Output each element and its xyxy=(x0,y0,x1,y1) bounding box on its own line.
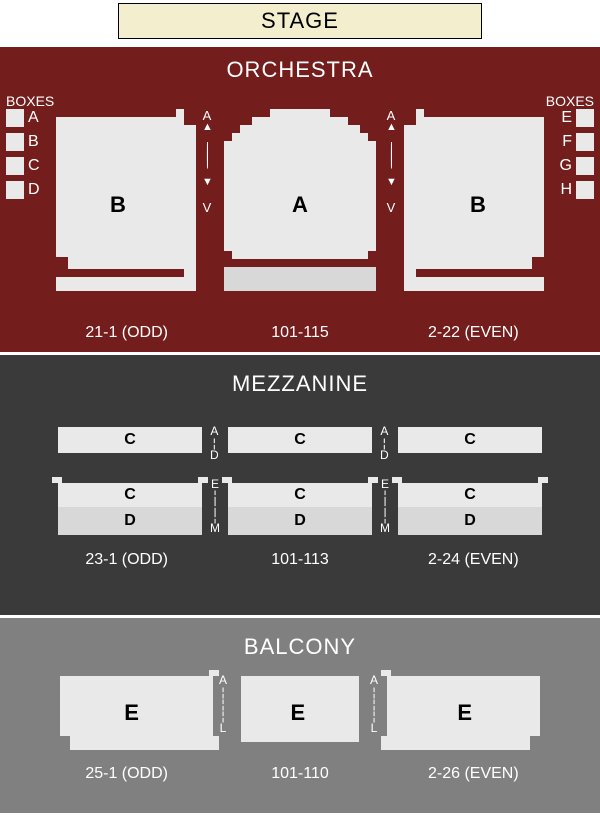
box-seat[interactable] xyxy=(576,181,594,199)
box-letter: G xyxy=(560,157,572,175)
box-letter: D xyxy=(28,181,40,199)
seat-range-left: 21-1 (ODD) xyxy=(40,324,213,342)
mezz-section[interactable]: C xyxy=(58,427,202,453)
mezzanine-title: MEZZANINE xyxy=(0,371,600,397)
box-row: F xyxy=(546,133,594,151)
boxes-right: BOXES E F G H xyxy=(546,93,594,205)
balcony-footer: 25-1 (ODD) 101-110 2-26 (EVEN) xyxy=(0,765,600,783)
aisle-indicator: A▲¦¦¦¦¦¦¦¦¦▼V xyxy=(202,109,212,214)
seat-range-center: 101-110 xyxy=(213,765,386,783)
aisle-indicator: A¦D xyxy=(210,425,219,461)
section-label: A xyxy=(292,192,308,218)
box-row: A xyxy=(6,109,54,127)
box-letter: C xyxy=(28,157,40,175)
box-seat[interactable] xyxy=(6,181,24,199)
orchestra-footer: 21-1 (ODD) 101-115 2-22 (EVEN) xyxy=(0,324,600,342)
boxes-label-right: BOXES xyxy=(546,93,594,109)
box-seat[interactable] xyxy=(6,157,24,175)
section-label: B xyxy=(110,192,126,218)
aisle-indicator: A¦¦¦L xyxy=(370,674,378,734)
box-row: C xyxy=(6,157,54,175)
balcony-row: E E E xyxy=(60,676,540,742)
boxes-label-left: BOXES xyxy=(6,93,54,109)
box-seat[interactable] xyxy=(576,133,594,151)
aisle-indicator: E¦¦¦M xyxy=(380,479,390,534)
seat-range-right: 2-24 (EVEN) xyxy=(387,551,560,569)
stage: STAGE xyxy=(118,3,482,39)
seat-range-right: 2-22 (EVEN) xyxy=(387,324,560,342)
balcony-title: BALCONY xyxy=(0,634,600,660)
box-letter: F xyxy=(562,133,572,151)
stage-container: STAGE xyxy=(0,0,600,47)
seat-range-center: 101-113 xyxy=(213,551,386,569)
aisle-indicator: A¦D xyxy=(380,425,389,461)
mezz-section-stacked[interactable]: C D xyxy=(228,483,372,535)
box-seat[interactable] xyxy=(6,109,24,127)
mezzanine-footer: 23-1 (ODD) 101-113 2-24 (EVEN) xyxy=(0,551,600,569)
box-row: G xyxy=(546,157,594,175)
box-row: B xyxy=(6,133,54,151)
mezz-section[interactable]: C xyxy=(228,427,372,453)
box-seat[interactable] xyxy=(6,133,24,151)
boxes-left: BOXES A B C D xyxy=(6,93,54,205)
balcony-section[interactable]: E xyxy=(241,676,359,742)
aisle-indicator: E¦¦¦M xyxy=(210,479,220,534)
mezz-section-stacked[interactable]: C D xyxy=(398,483,542,535)
seat-range-left: 23-1 (ODD) xyxy=(40,551,213,569)
box-letter: H xyxy=(560,181,572,199)
seat-range-right: 2-26 (EVEN) xyxy=(387,765,560,783)
aisle-indicator: A¦¦¦L xyxy=(219,674,227,734)
section-label: B xyxy=(470,192,486,218)
mezz-section[interactable]: C xyxy=(398,427,542,453)
box-letter: B xyxy=(28,133,39,151)
box-row: H xyxy=(546,181,594,199)
seat-range-center: 101-115 xyxy=(213,324,386,342)
balcony-level: BALCONY E E E A¦¦¦L A¦¦¦L 25-1 (ODD) 101… xyxy=(0,618,600,813)
mezz-row-2: C D C D C D xyxy=(58,483,542,535)
aisle-indicator: A▲¦¦¦¦¦¦¦¦¦▼V xyxy=(386,109,396,214)
box-row: D xyxy=(6,181,54,199)
orchestra-level: ORCHESTRA BOXES A B C D BOXES E F G H B … xyxy=(0,47,600,352)
box-seat[interactable] xyxy=(576,157,594,175)
orchestra-title: ORCHESTRA xyxy=(0,57,600,83)
mezzanine-level: MEZZANINE C C C C D C D C D A¦D A¦D E¦¦¦… xyxy=(0,355,600,615)
mezz-row-1: C C C xyxy=(58,427,542,453)
box-letter: E xyxy=(561,109,572,127)
box-seat[interactable] xyxy=(576,109,594,127)
box-row: E xyxy=(546,109,594,127)
seat-range-left: 25-1 (ODD) xyxy=(40,765,213,783)
box-letter: A xyxy=(28,109,39,127)
mezz-section-stacked[interactable]: C D xyxy=(58,483,202,535)
